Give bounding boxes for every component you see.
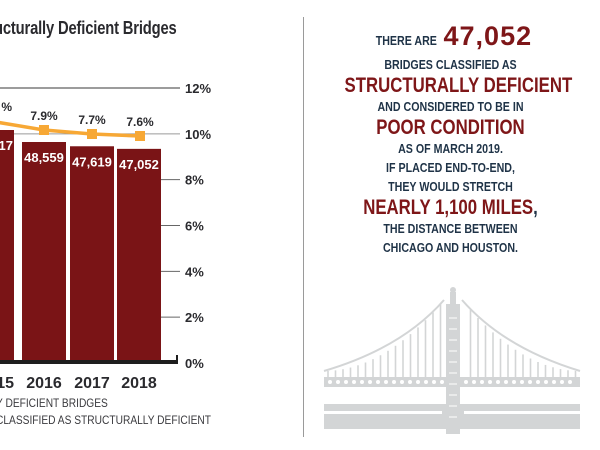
deck-dot <box>416 380 420 384</box>
percent-label: 7.6% <box>126 115 154 129</box>
info-prefix: THERE ARE <box>375 33 437 48</box>
deck-dot <box>512 380 516 384</box>
y-tick-label: 4% <box>185 264 204 279</box>
deck-dot <box>504 380 508 384</box>
info-highlight-miles: NEARLY 1,100 MILES <box>363 196 534 219</box>
y-tick-label: 10% <box>185 127 211 142</box>
bar-line-chart: 12% 10% 8% 6% 4% 2% 0% 17 15 48,559 2016 47,619 2017… <box>0 81 211 392</box>
deck-dot <box>368 380 372 384</box>
deck-dot <box>472 380 476 384</box>
percent-label: 7.9% <box>30 109 58 123</box>
x-tick-label: 2016 <box>26 375 62 392</box>
chart-title: ucturally Deficient Bridges <box>0 18 177 38</box>
y-tick-label: 2% <box>185 310 204 325</box>
bar-2018 <box>117 148 161 363</box>
y-tick-label: 8% <box>185 173 204 188</box>
deck-dot <box>528 380 532 384</box>
deck-dot <box>384 380 388 384</box>
deck-dot <box>376 380 380 384</box>
info-line-8: THEY WOULD STRETCH <box>388 179 513 194</box>
highlight-count: 47,052 <box>443 21 533 51</box>
deck-dot <box>328 380 332 384</box>
info-line-10: THE DISTANCE BETWEEN <box>383 221 518 236</box>
percent-marker <box>87 129 97 139</box>
deck-dot <box>424 380 428 384</box>
info-line-11: CHICAGO AND HOUSTON. <box>382 240 519 255</box>
deck-dot <box>352 380 356 384</box>
bar-2017 <box>70 146 114 363</box>
deck-dot <box>408 380 412 384</box>
percent-marker <box>135 131 145 141</box>
deck-dot <box>440 380 444 384</box>
deck-dot <box>552 380 556 384</box>
info-line-1: THERE ARE 47,052 <box>318 22 583 55</box>
x-tick-label: 2017 <box>74 375 110 392</box>
info-line-9: NEARLY 1,100 MILES, <box>345 196 557 219</box>
info-comma: , <box>533 196 538 219</box>
info-line-4: AND CONSIDERED TO BE IN <box>377 99 524 114</box>
bar-value-label: 47,052 <box>119 157 159 172</box>
deck-dot <box>496 380 500 384</box>
bar-2016 <box>22 142 66 363</box>
legend-item-line: CLASSIFIED AS STRUCTURALLY DEFICIENT <box>0 413 212 427</box>
deck-dot <box>400 380 404 384</box>
bridge-illustration <box>323 287 581 434</box>
deck-dot <box>360 380 364 384</box>
percent-marker <box>39 125 49 135</box>
bar-2015 <box>0 130 14 363</box>
bar-value-label: 48,559 <box>24 150 64 165</box>
x-tick-label: 2018 <box>121 375 157 392</box>
deck-dot <box>568 380 572 384</box>
info-line-2: BRIDGES CLASSIFIED AS <box>384 57 517 72</box>
x-axis-baseline <box>0 360 178 364</box>
deck-dot <box>560 380 564 384</box>
deck-dot <box>392 380 396 384</box>
info-highlight-poor-condition: POOR CONDITION <box>376 116 525 139</box>
deck-dot <box>432 380 436 384</box>
percent-label: % <box>1 100 12 114</box>
percent-line <box>0 120 141 138</box>
legend-item-bars: Y DEFICIENT BRIDGES <box>0 396 108 410</box>
y-tick-label: 6% <box>185 219 204 234</box>
y-tick-label: 0% <box>185 356 204 371</box>
deck-dot <box>520 380 524 384</box>
y-tick-label: 12% <box>185 81 211 96</box>
x-tick-label: 15 <box>0 375 14 392</box>
info-line-6: AS OF MARCH 2019. <box>398 141 503 156</box>
info-panel: THERE ARE 47,052 BRIDGES CLASSIFIED AS S… <box>318 22 583 257</box>
deck-dot <box>336 380 340 384</box>
deck-dot <box>344 380 348 384</box>
deck-dot <box>464 380 468 384</box>
deck-dot <box>488 380 492 384</box>
info-line-7: IF PLACED END-TO-END, <box>386 160 515 175</box>
info-highlight-structurally-deficient: STRUCTURALLY DEFICIENT <box>344 74 573 97</box>
divider <box>303 17 304 437</box>
bar-value-label: 17 <box>0 138 13 153</box>
deck-dot <box>544 380 548 384</box>
deck-dot <box>536 380 540 384</box>
percent-label: 7.7% <box>78 113 106 127</box>
deck-dot <box>480 380 484 384</box>
bar-value-label: 47,619 <box>72 154 112 169</box>
